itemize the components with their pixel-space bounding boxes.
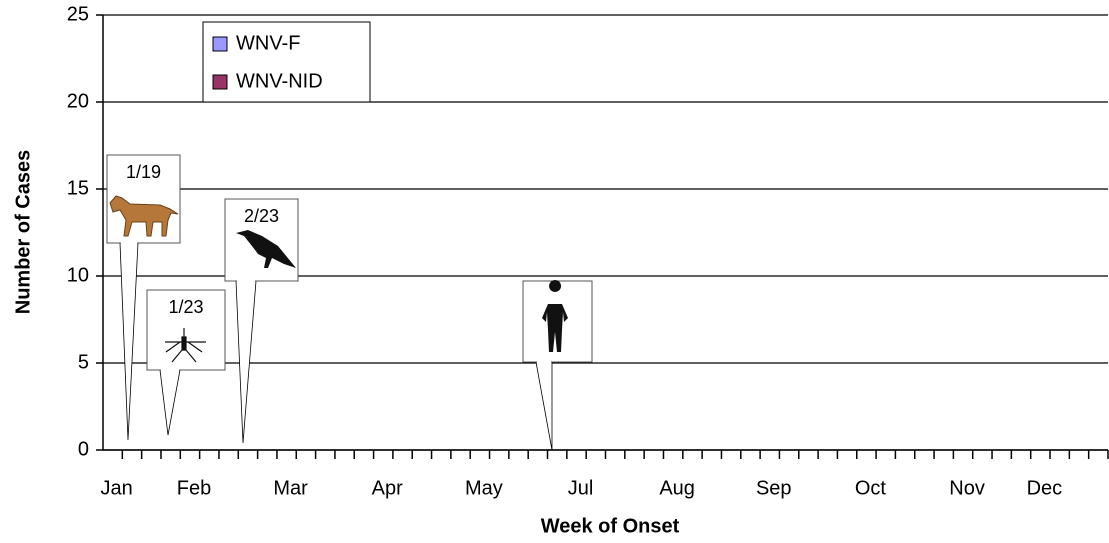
x-tick-label: Feb <box>177 477 211 499</box>
x-tick-label: May <box>465 477 503 499</box>
annotation: 1/19 <box>126 162 161 182</box>
crow-icon <box>236 230 296 268</box>
person-icon <box>542 280 568 352</box>
callout-pointer <box>235 280 257 444</box>
callout-pointer <box>159 369 181 436</box>
y-tick-label: 5 <box>78 351 89 373</box>
legend-box <box>202 21 371 103</box>
x-tick-label: Mar <box>273 477 308 499</box>
x-axis-label: Week of Onset <box>541 515 680 537</box>
x-tick-label: Apr <box>372 477 403 499</box>
x-tick-label: Sep <box>756 477 792 499</box>
legend-swatch <box>212 36 228 52</box>
y-tick-label: 10 <box>67 264 89 286</box>
x-tick-label: Nov <box>949 477 985 499</box>
annotation: 1/23 <box>168 297 203 317</box>
x-tick-label: Jan <box>101 477 133 499</box>
annotation: 2/23 <box>244 206 279 226</box>
icons <box>109 195 568 363</box>
y-tick-label: 25 <box>67 3 89 25</box>
mosquito-icon <box>165 328 206 363</box>
legend-swatch <box>212 74 228 90</box>
callout-pointer <box>119 242 139 441</box>
y-tick-label: 0 <box>78 438 89 460</box>
callout-person-pointer <box>535 361 553 451</box>
x-tick-label: Oct <box>855 477 887 499</box>
y-axis-label: Number of Cases <box>12 150 34 315</box>
horse-icon <box>109 195 179 237</box>
x-tick-label: Jul <box>568 477 594 499</box>
callout-box <box>146 289 226 371</box>
x-tick-label: Aug <box>659 477 695 499</box>
y-tick-label: 20 <box>67 90 89 112</box>
x-tick-label: Dec <box>1027 477 1063 499</box>
legend-label: WNV-F <box>236 32 300 54</box>
legend-label: WNV-NID <box>236 70 323 92</box>
y-tick-label: 15 <box>67 177 89 199</box>
